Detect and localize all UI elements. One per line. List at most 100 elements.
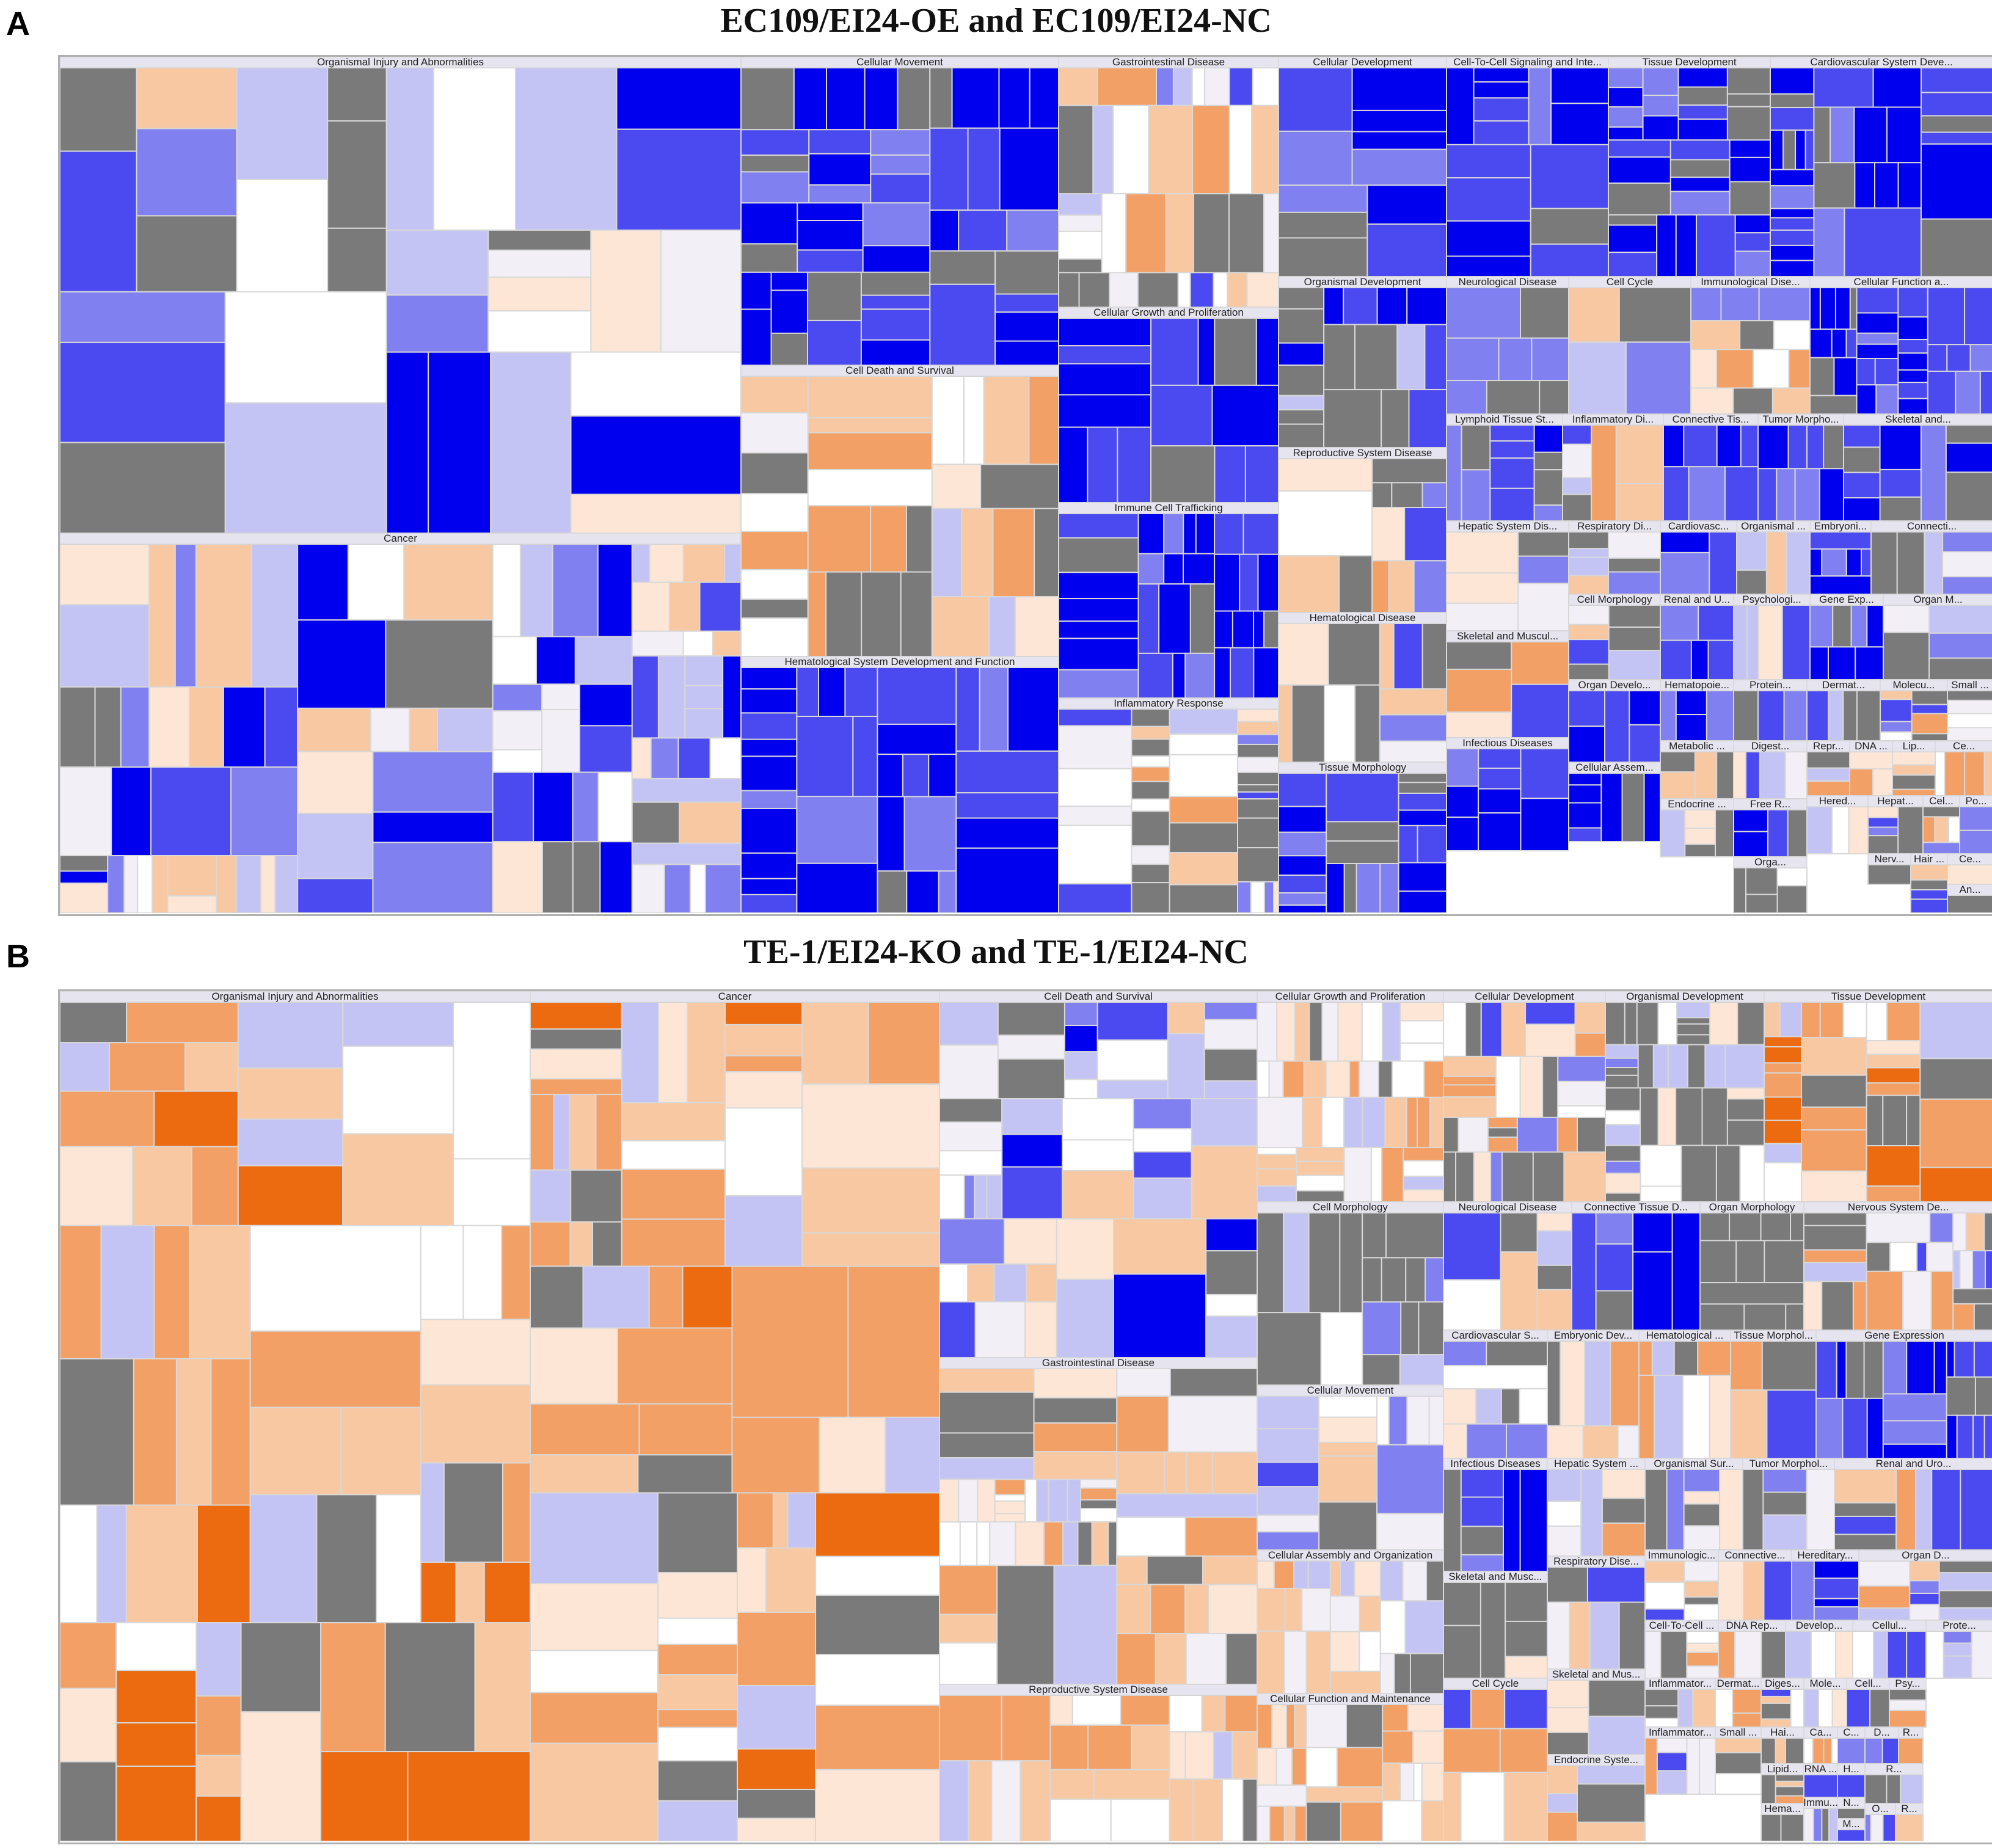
- treemap-category[interactable]: Renal and Uro...: [1834, 1458, 1992, 1551]
- treemap-category[interactable]: Respiratory Dise...: [1547, 1555, 1646, 1670]
- treemap-category[interactable]: Cel...: [1922, 795, 1960, 855]
- treemap-category[interactable]: Connective Tis...: [1663, 413, 1759, 522]
- treemap-category[interactable]: Gastrointestinal Disease: [1058, 57, 1280, 308]
- treemap-category[interactable]: Ce...: [1935, 740, 1992, 796]
- treemap-category[interactable]: Cancer: [60, 533, 742, 913]
- treemap-category[interactable]: Cellular Movement: [740, 57, 1060, 366]
- treemap-category[interactable]: Tissue Development: [1764, 991, 1992, 1203]
- treemap-category[interactable]: Po...: [1959, 795, 1992, 854]
- treemap-category[interactable]: Tissue Development: [1608, 57, 1771, 278]
- treemap-category[interactable]: Organismal Injury and Abnormalities: [60, 991, 531, 1841]
- treemap-category[interactable]: Reproductive System Disease: [939, 1684, 1258, 1841]
- treemap-category[interactable]: An...: [1947, 884, 1992, 913]
- treemap-category[interactable]: Cell Cycle: [1568, 276, 1692, 415]
- treemap-category[interactable]: Cell Death and Survival: [939, 991, 1258, 1359]
- treemap-category[interactable]: Cell Morphology: [1257, 1201, 1445, 1386]
- treemap-category[interactable]: Tissue Morphology: [1278, 762, 1448, 913]
- treemap-category[interactable]: Hereditary...: [1791, 1549, 1859, 1621]
- treemap-category[interactable]: Diges...: [1760, 1678, 1804, 1728]
- treemap-category[interactable]: Cellular Growth and Proliferation: [1058, 307, 1280, 503]
- treemap-category[interactable]: Small ...: [1947, 679, 1992, 741]
- treemap-category[interactable]: Immunologic...: [1644, 1549, 1719, 1621]
- treemap-category[interactable]: Cell-To-Cell ...: [1644, 1620, 1719, 1679]
- treemap-category[interactable]: Hema...: [1760, 1803, 1804, 1841]
- treemap-category[interactable]: Mole...: [1803, 1678, 1847, 1728]
- treemap-category[interactable]: Gastrointestinal Disease: [939, 1357, 1258, 1686]
- treemap-category[interactable]: R...: [1898, 1726, 1924, 1764]
- treemap-category[interactable]: Nervous System De...: [1803, 1201, 1992, 1331]
- treemap-category[interactable]: Inflammatory Response: [1058, 697, 1280, 913]
- treemap-category[interactable]: Gene Expression: [1815, 1330, 1992, 1459]
- treemap-category[interactable]: Inflammatory Di...: [1562, 413, 1665, 522]
- treemap-category[interactable]: Cellul...: [1852, 1620, 1927, 1679]
- treemap-category[interactable]: Hered...: [1806, 795, 1869, 854]
- treemap-category[interactable]: Cell Cycle: [1443, 1678, 1549, 1841]
- treemap-category[interactable]: Gene Exp...: [1809, 594, 1884, 681]
- treemap-category[interactable]: Lymphoid Tissue St...: [1446, 413, 1564, 522]
- treemap-category[interactable]: DNA Rep...: [1718, 1620, 1787, 1679]
- treemap-category[interactable]: Ce...: [1947, 853, 1992, 885]
- treemap-category[interactable]: Organismal Injury and Abnormalities: [60, 57, 742, 534]
- treemap-category[interactable]: Develop...: [1785, 1620, 1854, 1679]
- treemap-category[interactable]: Organismal Sur...: [1644, 1458, 1744, 1551]
- treemap-category[interactable]: Ca...: [1803, 1726, 1838, 1764]
- treemap-category[interactable]: R...: [1864, 1763, 1924, 1804]
- treemap-category[interactable]: Cellular Function a...: [1809, 276, 1992, 415]
- treemap-category[interactable]: H...: [1837, 1763, 1866, 1798]
- treemap-category[interactable]: Cellular Assem...: [1568, 762, 1662, 843]
- treemap-category[interactable]: Embryoni...: [1809, 520, 1872, 595]
- treemap-category[interactable]: Organ Develo...: [1568, 679, 1662, 763]
- treemap-category[interactable]: M...: [1837, 1818, 1866, 1841]
- treemap-category[interactable]: Orga...: [1733, 856, 1808, 913]
- treemap-category[interactable]: Metabolic ...: [1660, 740, 1734, 800]
- treemap-category[interactable]: Neurological Disease: [1446, 276, 1570, 415]
- treemap-category[interactable]: Immune Cell Trafficking: [1058, 502, 1280, 699]
- treemap-category[interactable]: Tumor Morpho...: [1757, 413, 1845, 522]
- treemap-category[interactable]: C...: [1837, 1726, 1866, 1764]
- treemap-category[interactable]: Protein...: [1733, 679, 1808, 741]
- treemap-category[interactable]: Organismal ...: [1736, 520, 1811, 595]
- treemap-category[interactable]: Cardiovascular System Deve...: [1770, 57, 1992, 277]
- treemap-category[interactable]: Organismal Development: [1605, 991, 1765, 1203]
- treemap-category[interactable]: Nerv...: [1867, 853, 1911, 885]
- treemap-category[interactable]: Skeletal and Mus...: [1547, 1668, 1646, 1755]
- treemap-category[interactable]: Small ...: [1715, 1726, 1762, 1795]
- treemap-category[interactable]: Organ D...: [1858, 1549, 1992, 1621]
- treemap-category[interactable]: Repr...: [1806, 740, 1850, 796]
- treemap-category[interactable]: Hematological ...: [1638, 1330, 1732, 1459]
- treemap-category[interactable]: RNA ...: [1803, 1763, 1838, 1798]
- treemap-category[interactable]: Cell Morphology: [1568, 594, 1661, 681]
- treemap-category[interactable]: Embryonic Dev...: [1547, 1330, 1640, 1459]
- treemap-category[interactable]: Dermat...: [1806, 679, 1881, 741]
- treemap-category[interactable]: R...: [1895, 1803, 1924, 1841]
- treemap-category[interactable]: Prote...: [1925, 1620, 1992, 1679]
- treemap-category[interactable]: Cancer: [530, 991, 941, 1841]
- treemap-category[interactable]: Cell-To-Cell Signaling and Inte...: [1446, 57, 1609, 278]
- treemap-category[interactable]: Organismal Development: [1278, 276, 1447, 448]
- treemap-category[interactable]: Cell Death and Survival: [740, 365, 1060, 658]
- treemap-category[interactable]: Hematological System Development and Fun…: [740, 656, 1060, 913]
- treemap-category[interactable]: Cellular Function and Maintenance: [1257, 1693, 1445, 1841]
- treemap-category[interactable]: Hepatic System ...: [1547, 1458, 1646, 1557]
- treemap-category[interactable]: Cardiovascular S...: [1443, 1330, 1548, 1459]
- treemap-category[interactable]: Cellular Growth and Proliferation: [1257, 991, 1445, 1203]
- treemap-category[interactable]: Cardiovasc...: [1660, 520, 1738, 595]
- treemap-category[interactable]: Connecti...: [1870, 520, 1992, 595]
- treemap-category[interactable]: DNA ...: [1849, 740, 1893, 797]
- treemap-category[interactable]: Reproductive System Disease: [1278, 447, 1448, 613]
- treemap-category[interactable]: Hai...: [1760, 1726, 1805, 1764]
- treemap-category[interactable]: Connective...: [1718, 1549, 1792, 1621]
- treemap-category[interactable]: Cellular Development: [1443, 991, 1607, 1202]
- treemap-category[interactable]: Psychologi...: [1733, 594, 1811, 680]
- treemap-category[interactable]: Immunological Dise...: [1690, 276, 1811, 415]
- treemap-category[interactable]: Skeletal and Muscul...: [1446, 630, 1569, 739]
- treemap-category[interactable]: Organ M...: [1883, 594, 1992, 680]
- treemap-category[interactable]: O...: [1864, 1803, 1896, 1841]
- treemap-category[interactable]: Endocrine Syste...: [1547, 1754, 1646, 1841]
- treemap-category[interactable]: Organ Morphology: [1699, 1201, 1805, 1331]
- treemap-category[interactable]: Lip...: [1892, 740, 1936, 797]
- treemap-category[interactable]: Endocrine ...: [1660, 798, 1735, 858]
- treemap-category[interactable]: D...: [1864, 1726, 1899, 1764]
- treemap-category[interactable]: Infectious Diseases: [1443, 1458, 1548, 1573]
- treemap-category[interactable]: Neurological Disease: [1443, 1201, 1572, 1331]
